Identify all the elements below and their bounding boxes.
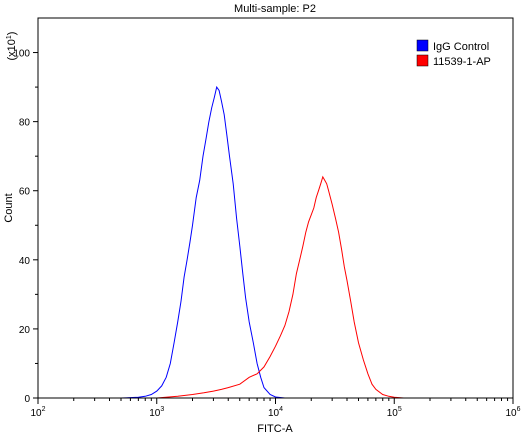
y-tick-label: 0 — [24, 394, 30, 405]
plot-frame — [37, 17, 514, 399]
y-multiplier-close: ) — [6, 32, 18, 36]
series-line-1 — [156, 175, 404, 399]
x-tick-label: 103 — [149, 406, 164, 419]
legend: IgG Control 11539-1-AP — [416, 39, 491, 68]
legend-swatch-1 — [416, 54, 429, 67]
legend-swatch-0 — [416, 39, 429, 52]
x-axis-label: FITC-A — [257, 423, 293, 435]
y-multiplier-exp: 1 — [6, 35, 13, 39]
legend-label-1: 11539-1-AP — [433, 56, 491, 68]
x-tick-label: 105 — [387, 406, 402, 419]
y-multiplier-base: (x10 — [6, 39, 18, 60]
chart-title: Multi-sample: P2 — [234, 3, 316, 15]
y-tick-label: 60 — [19, 187, 31, 198]
y-tick-label: 100 — [13, 49, 30, 60]
axes: 102 103 104 105 106 0 20 40 60 80 100 — [13, 17, 521, 419]
y-tick-label: 80 — [19, 118, 31, 129]
plot-area — [120, 85, 404, 399]
x-tick-label: 106 — [505, 406, 520, 419]
series-line-0 — [120, 85, 285, 399]
svg-text:(x101): (x101) — [6, 32, 18, 61]
y-multiplier: (x101) — [6, 32, 18, 61]
legend-label-0: IgG Control — [433, 41, 489, 53]
y-tick-label: 20 — [19, 325, 31, 336]
x-tick-label: 102 — [30, 406, 45, 419]
y-tick-label: 40 — [19, 256, 31, 267]
y-axis-label: Count — [3, 193, 15, 222]
x-tick-label: 104 — [268, 406, 283, 419]
